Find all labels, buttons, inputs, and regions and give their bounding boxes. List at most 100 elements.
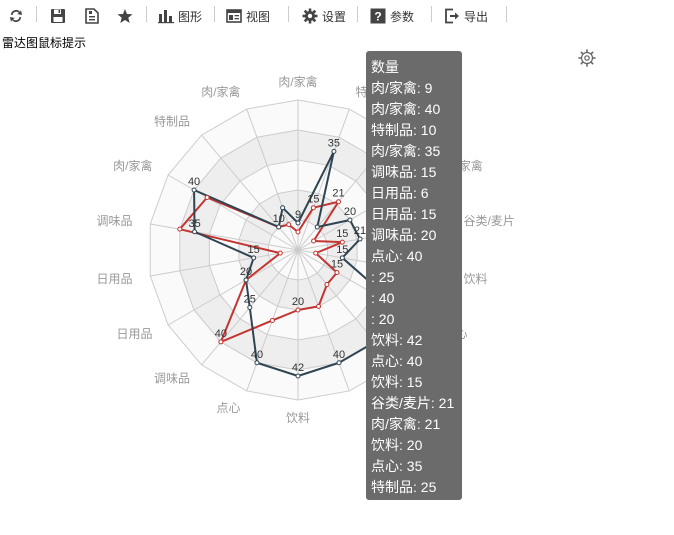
data-point [311, 238, 317, 244]
toolbar-separator [288, 6, 289, 22]
data-point [295, 373, 301, 379]
chart-title: 雷达图鼠标提示 [2, 36, 87, 50]
axis-label: 饮料 [286, 411, 310, 425]
data-point [357, 236, 363, 242]
data-point [204, 195, 210, 200]
refresh-icon [8, 8, 24, 24]
chart-settings-button[interactable] [578, 49, 596, 67]
star-icon [117, 8, 133, 24]
tooltip-item: : 25 [371, 269, 395, 285]
toolbar-separator [36, 6, 37, 22]
tooltip-item: 肉/家禽: 9 [371, 80, 433, 96]
settings-label: 设置 [322, 9, 347, 24]
tooltip-item: : 20 [371, 311, 395, 327]
data-point [295, 229, 301, 235]
toolbar: 图形 视图 设置 ? 参数 导出 [0, 0, 674, 32]
axis-line [167, 174, 299, 251]
data-point [316, 303, 322, 309]
data-label: 20 [344, 206, 356, 218]
tooltip-item: 调味品: 20 [371, 227, 437, 243]
data-point [247, 304, 253, 310]
data-label: 15 [331, 259, 343, 271]
data-point [331, 148, 337, 154]
data-label: 20 [240, 266, 252, 278]
toolbar-separator [357, 6, 358, 22]
axis-label: 调味品 [97, 214, 133, 228]
save-icon [50, 8, 66, 24]
view-button[interactable]: 视图 [226, 6, 270, 26]
tooltip-item: 特制品: 25 [371, 479, 437, 495]
data-point [192, 229, 198, 235]
data-label: 40 [188, 176, 200, 188]
data-label: 10 [273, 213, 285, 225]
data-point [335, 199, 341, 205]
data-label: 40 [333, 349, 345, 361]
axis-line [201, 134, 299, 251]
data-point [218, 339, 224, 345]
data-point [177, 226, 183, 232]
data-point [254, 360, 260, 366]
data-label: 21 [354, 225, 366, 237]
data-label: 15 [248, 244, 260, 256]
data-point [191, 187, 197, 193]
data-point [295, 307, 301, 313]
toolbar-separator [214, 6, 215, 22]
settings-button[interactable]: 设置 [302, 6, 346, 26]
params-button[interactable]: ? 参数 [370, 6, 414, 26]
axis-line [150, 249, 299, 277]
data-point [269, 317, 275, 323]
export-button[interactable]: 导出 [444, 6, 488, 26]
data-label: 35 [328, 137, 340, 149]
axis-line [297, 249, 350, 392]
tooltip-item: 肉/家禽: 21 [371, 416, 441, 432]
refresh-button[interactable] [8, 6, 24, 26]
tooltip-item: 点心: 35 [371, 458, 423, 474]
data-point [276, 224, 282, 230]
tooltip-item: 饮料: 42 [371, 332, 423, 348]
axis-label: 日用品 [97, 272, 133, 286]
favorite-button[interactable] [117, 6, 133, 26]
data-label: 15 [336, 228, 348, 240]
data-label: 42 [292, 362, 304, 374]
tooltip-item: 调味品: 15 [371, 164, 437, 180]
tooltip-item: 日用品: 15 [371, 206, 437, 222]
data-label: 9 [295, 209, 301, 221]
tooltip-item: 饮料: 20 [371, 437, 423, 453]
gear-icon [578, 49, 596, 67]
axis-label: 点心 [217, 401, 241, 415]
save-button[interactable] [50, 6, 66, 26]
gear-icon [302, 8, 318, 24]
bar-chart-icon [158, 8, 174, 24]
axis-label: 饮料 [463, 272, 487, 286]
data-point [280, 205, 286, 211]
export-label: 导出 [464, 9, 489, 24]
tooltip-item: 谷类/麦片: 21 [371, 395, 455, 411]
tooltip-item: 日用品: 6 [371, 185, 429, 201]
data-point [310, 205, 316, 211]
tooltip-item: 肉/家禽: 35 [371, 143, 441, 159]
chart-type-button[interactable]: 图形 [158, 6, 202, 26]
data-point [277, 250, 283, 256]
toolbar-separator [431, 6, 432, 22]
tooltip-item: 肉/家禽: 40 [371, 101, 441, 117]
data-label: 25 [244, 293, 256, 305]
data-point [286, 222, 292, 228]
axis-label: 调味品 [154, 372, 190, 386]
data-point [336, 360, 342, 366]
chart-type-label: 图形 [178, 9, 203, 24]
tooltip-item: 点心: 40 [371, 353, 423, 369]
view-label: 视图 [246, 9, 271, 24]
data-point [324, 281, 330, 287]
axis-label: 肉/家禽 [278, 74, 317, 89]
data-point [314, 224, 320, 230]
save-as-icon [84, 8, 100, 24]
svg-text:?: ? [374, 10, 381, 24]
data-label: 15 [336, 244, 348, 256]
data-label: 40 [215, 328, 227, 340]
tooltip-item: : 40 [371, 290, 395, 306]
data-label: 35 [188, 218, 200, 230]
save-as-button[interactable] [84, 6, 100, 26]
axis-label: 特制品 [154, 113, 190, 128]
data-label: 20 [292, 296, 304, 308]
